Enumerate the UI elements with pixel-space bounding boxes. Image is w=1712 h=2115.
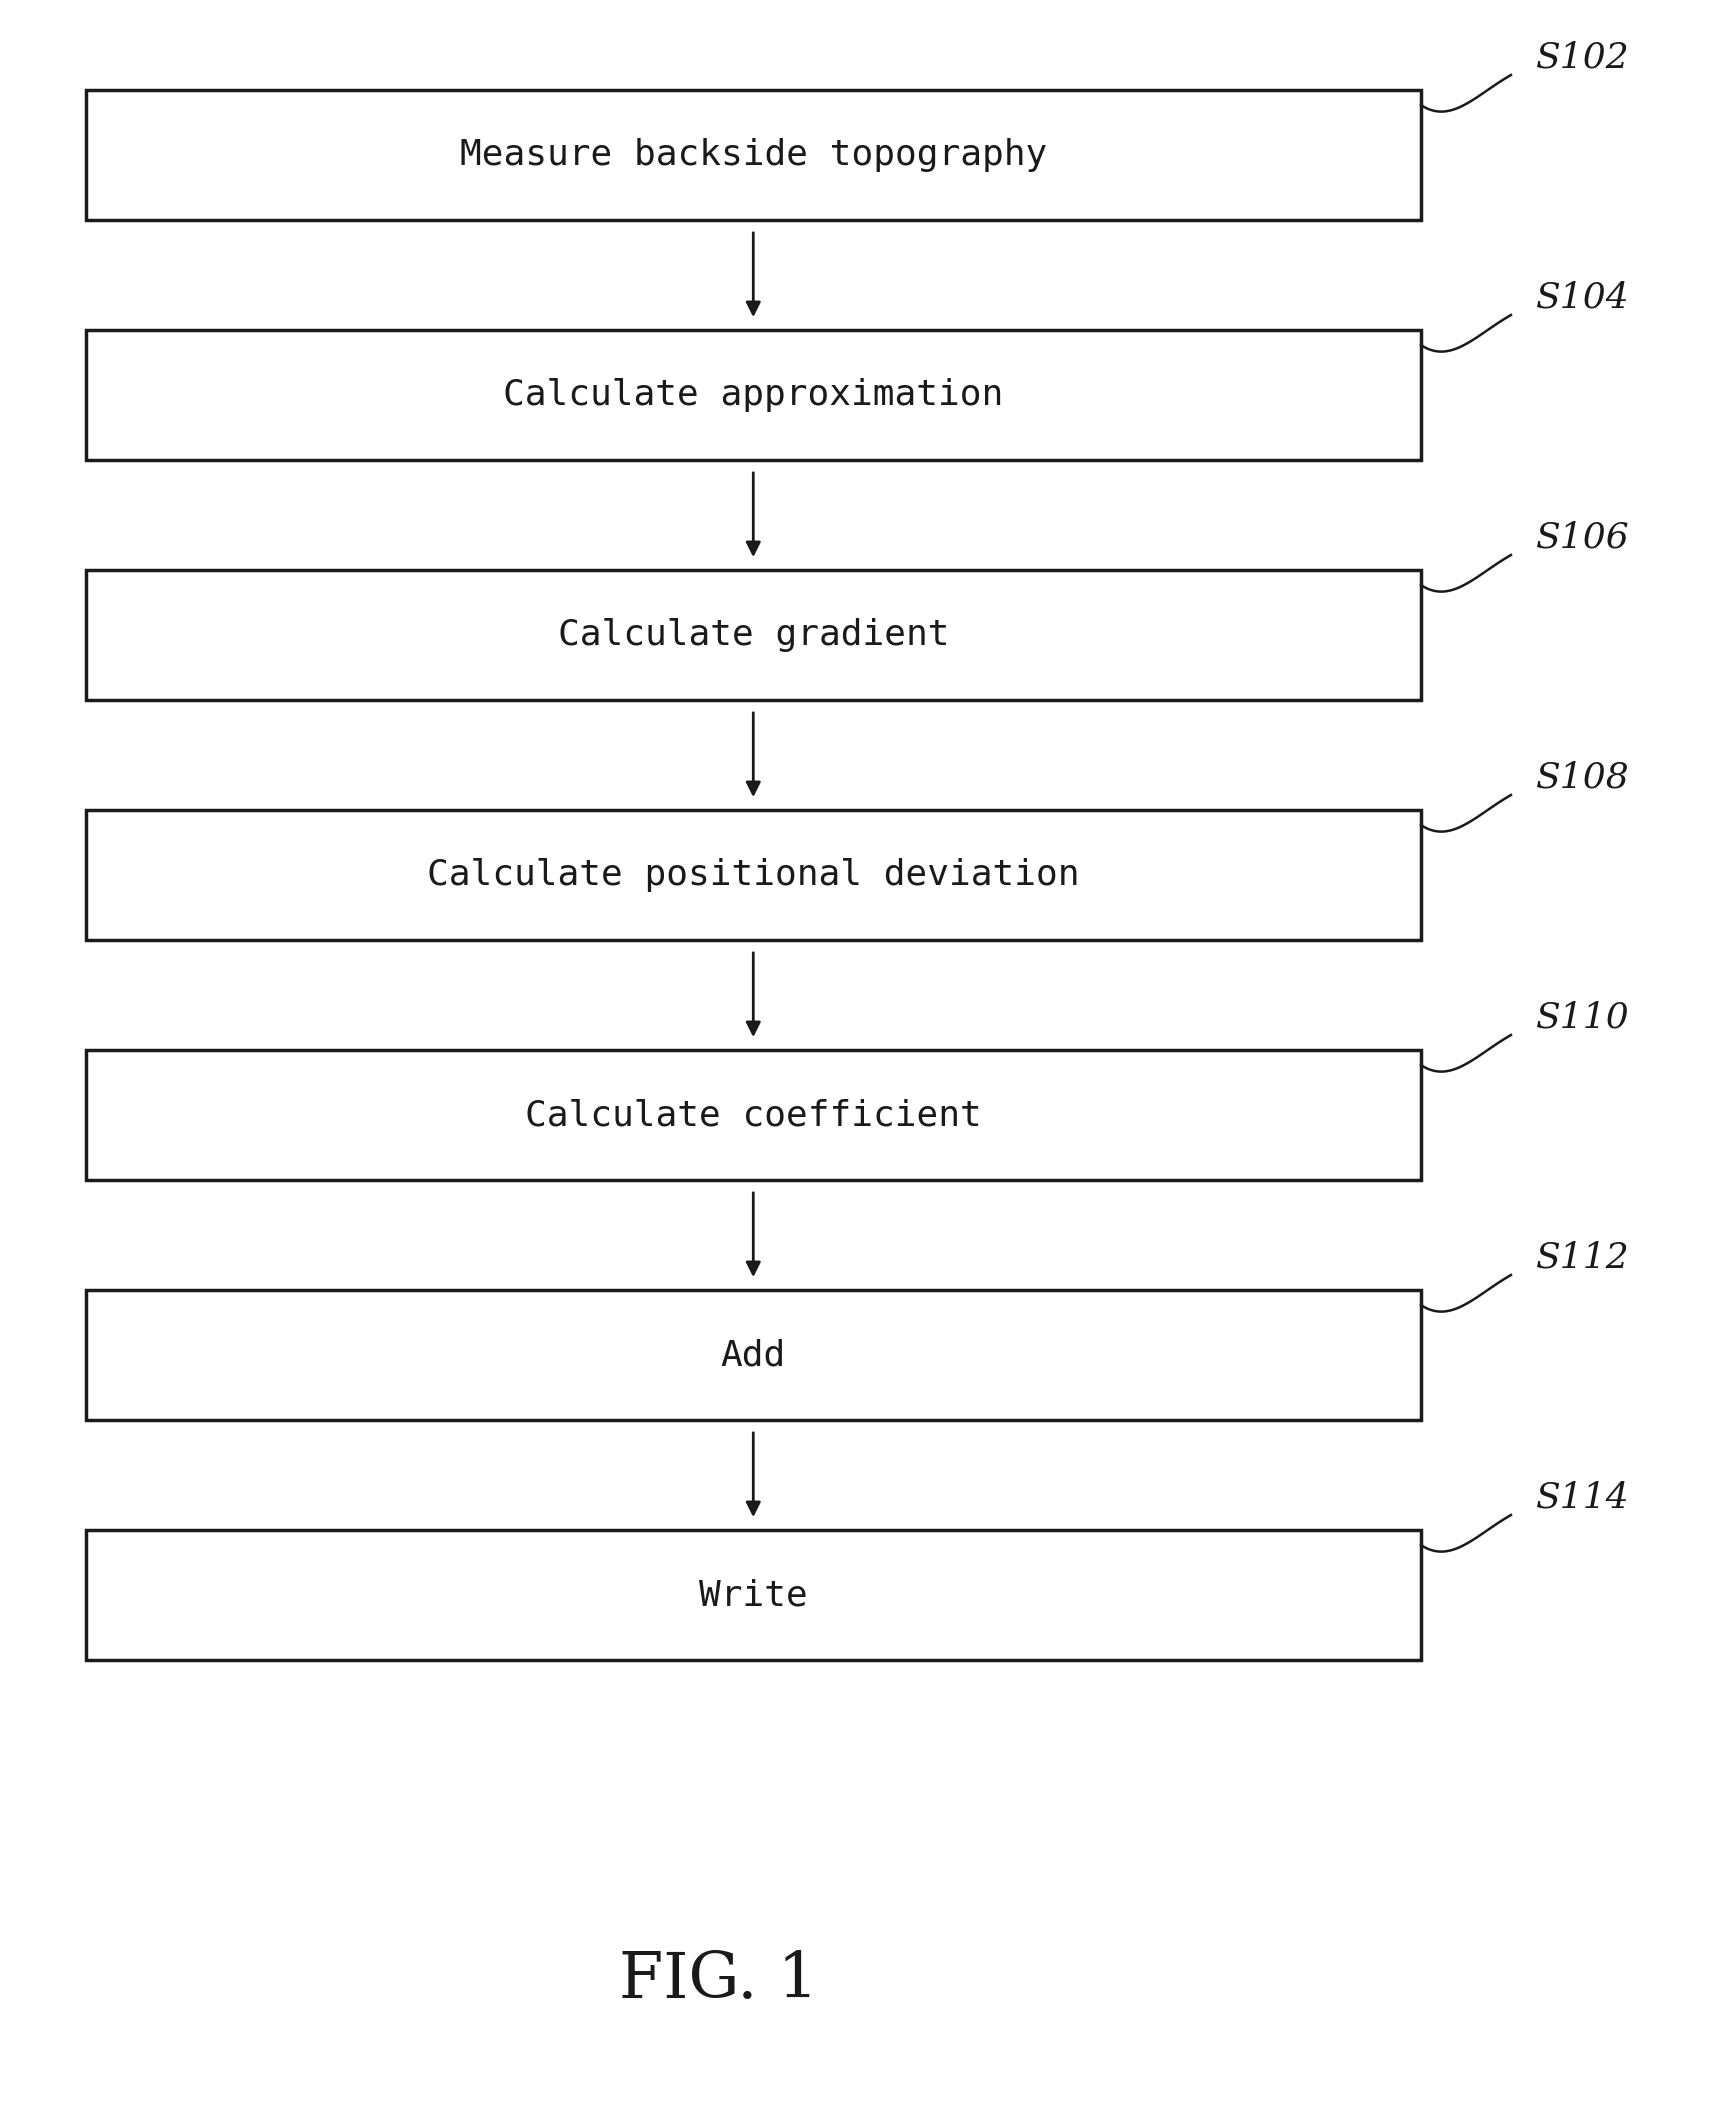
Text: S106: S106: [1536, 520, 1630, 554]
Text: Calculate positional deviation: Calculate positional deviation: [426, 859, 1080, 893]
Text: S114: S114: [1536, 1480, 1630, 1514]
Text: S110: S110: [1536, 1000, 1630, 1034]
Text: Calculate coefficient: Calculate coefficient: [526, 1098, 981, 1132]
Text: Write: Write: [698, 1578, 808, 1612]
Bar: [86, 91, 1421, 220]
Text: Add: Add: [721, 1339, 786, 1373]
Bar: [86, 1529, 1421, 1660]
Text: S104: S104: [1536, 281, 1630, 315]
Text: FIG. 1: FIG. 1: [620, 1950, 818, 2011]
Text: Calculate gradient: Calculate gradient: [558, 618, 948, 651]
Text: S108: S108: [1536, 761, 1630, 795]
Bar: [86, 330, 1421, 459]
Text: Calculate approximation: Calculate approximation: [503, 379, 1003, 412]
Bar: [86, 1049, 1421, 1180]
Bar: [86, 1290, 1421, 1419]
Bar: [86, 571, 1421, 700]
Text: S112: S112: [1536, 1242, 1630, 1275]
Bar: [86, 810, 1421, 939]
Text: Measure backside topography: Measure backside topography: [459, 137, 1048, 171]
Text: S102: S102: [1536, 40, 1630, 74]
